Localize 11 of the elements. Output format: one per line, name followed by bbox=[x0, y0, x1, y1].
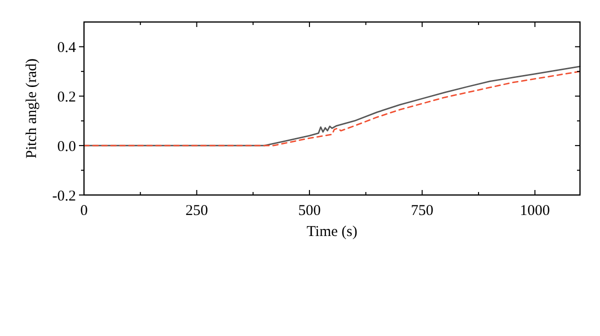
y-tick-label: -0.2 bbox=[52, 188, 76, 204]
y-tick-label: 0.2 bbox=[57, 89, 76, 106]
y-tick-label: 0.0 bbox=[57, 138, 76, 155]
x-tick-label: 0 bbox=[80, 203, 88, 219]
x-tick-label: 250 bbox=[185, 203, 208, 219]
x-axis-title: Time (s) bbox=[306, 224, 358, 240]
y-tick-label: 0.4 bbox=[57, 40, 76, 56]
x-tick-label: 500 bbox=[298, 203, 321, 219]
x-tick-label: 750 bbox=[410, 203, 434, 219]
y-axis-title: Pitch angle (rad) bbox=[24, 58, 40, 158]
x-tick-label: 1000 bbox=[520, 203, 550, 219]
